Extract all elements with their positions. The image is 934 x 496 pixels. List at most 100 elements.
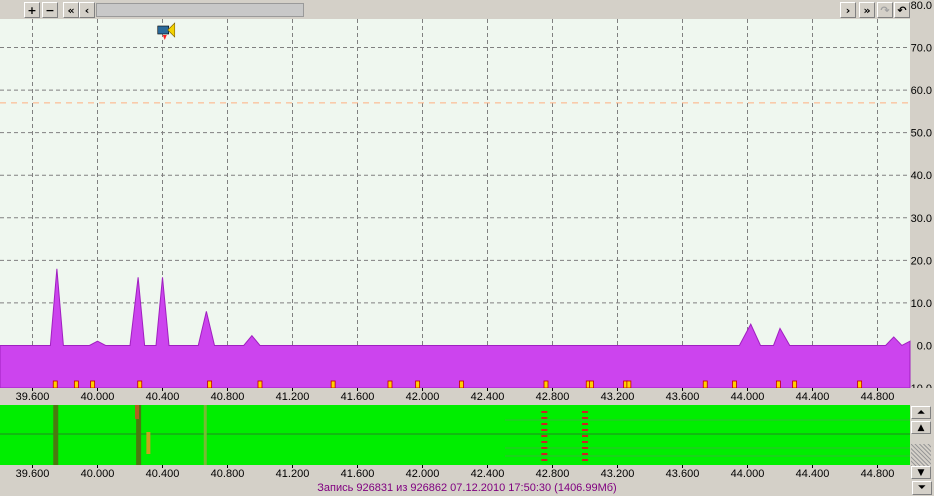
x-tick-label-bottom: 42.000 — [406, 468, 440, 480]
x-tick-label-bottom: 43.600 — [666, 468, 700, 480]
track-red-mark — [582, 417, 588, 419]
y-tick-label: 20.0 — [911, 255, 932, 267]
event-marker — [207, 380, 213, 389]
chevron-left-icon: ‹ — [84, 3, 90, 17]
event-marker — [792, 380, 798, 389]
track-faint-mark — [203, 405, 207, 465]
x-tick-label-bottom: 40.800 — [211, 468, 245, 480]
event-icon — [157, 25, 170, 35]
track-red-mark — [582, 459, 588, 461]
scroll-last-button[interactable]: » — [859, 2, 875, 18]
x-tick-label-bottom: 41.600 — [341, 468, 375, 480]
undo-button[interactable]: ↶ — [894, 2, 910, 18]
redo-button[interactable]: ↷ — [877, 2, 893, 18]
zoom-in-button[interactable]: + — [24, 2, 40, 18]
x-tick-label: 39.600 — [16, 391, 50, 403]
y-tick-label: 0.0 — [917, 340, 932, 352]
track-red-mark — [541, 423, 548, 425]
track-red-mark — [582, 441, 588, 443]
double-chevron-left-icon: « — [67, 3, 75, 17]
x-tick-label: 43.600 — [666, 391, 700, 403]
event-marker — [857, 380, 863, 389]
scroll-down-button[interactable]: ▼ — [911, 466, 931, 479]
event-marker — [415, 380, 421, 389]
event-marker — [626, 380, 632, 389]
x-tick-label-bottom: 43.200 — [601, 468, 635, 480]
status-bar-text: Запись 926831 из 926862 07.12.2010 17:50… — [317, 482, 617, 494]
x-axis-band-top — [0, 388, 934, 404]
series-area — [0, 268, 911, 389]
x-tick-label: 42.000 — [406, 391, 440, 403]
chevron-right-icon: › — [845, 3, 851, 17]
x-tick-label-bottom: 44.000 — [731, 468, 765, 480]
event-marker — [73, 380, 79, 389]
track-red-mark — [541, 429, 548, 431]
x-tick-label: 41.200 — [276, 391, 310, 403]
event-marker — [257, 380, 263, 389]
y-tick-label: 60.0 — [911, 85, 932, 97]
track-red-mark — [541, 447, 548, 449]
track-red-mark — [582, 411, 588, 413]
redo-icon: ↷ — [880, 3, 890, 17]
event-marker — [387, 380, 393, 389]
scroll-track[interactable] — [911, 444, 931, 466]
y-tick-label: 30.0 — [911, 213, 932, 225]
event-marker — [330, 380, 336, 389]
x-tick-label: 42.400 — [471, 391, 505, 403]
event-marker — [589, 380, 594, 389]
zoom-out-button[interactable]: − — [42, 2, 58, 18]
event-pointer-icon — [162, 35, 167, 40]
x-tick-label: 40.400 — [146, 391, 180, 403]
track-vertical-scrollbar[interactable]: ⏶ ▲ ▼ — [910, 404, 934, 481]
x-tick-label: 43.200 — [601, 391, 635, 403]
x-tick-label: 44.400 — [796, 391, 830, 403]
event-marker — [543, 380, 549, 389]
double-chevron-right-icon: » — [863, 3, 871, 17]
x-tick-label: 40.000 — [81, 391, 115, 403]
y-tick-label: 70.0 — [911, 43, 932, 55]
track-red-mark — [541, 435, 548, 437]
x-tick-label: 44.800 — [861, 391, 895, 403]
y-tick-label: 80.0 — [911, 0, 932, 12]
x-tick-label-bottom: 41.200 — [276, 468, 310, 480]
scroll-up-button[interactable]: ▲ — [911, 421, 931, 434]
event-marker — [52, 380, 58, 389]
track-red-mark — [541, 417, 548, 419]
track-small-mark — [135, 405, 139, 419]
speaker-icon — [167, 22, 176, 38]
scroll-prev-button[interactable]: ‹ — [79, 2, 95, 18]
x-tick-label-bottom: 44.400 — [796, 468, 830, 480]
track-dark-mark — [136, 405, 142, 465]
x-tick-label: 44.000 — [731, 391, 765, 403]
x-tick-label-bottom: 42.400 — [471, 468, 505, 480]
track-red-mark — [582, 423, 588, 425]
track-red-mark — [541, 441, 548, 443]
y-tick-label: 10.0 — [911, 298, 932, 310]
x-tick-label-bottom: 40.400 — [146, 468, 180, 480]
plot-background — [0, 19, 910, 388]
scroll-next-button[interactable]: › — [840, 2, 856, 18]
track-red-mark — [582, 453, 588, 455]
event-marker — [732, 380, 737, 389]
x-tick-label-bottom: 42.800 — [536, 468, 570, 480]
x-tick-label-bottom: 40.000 — [81, 468, 115, 480]
horizontal-scrollbar[interactable] — [96, 3, 304, 17]
track-small-mark — [146, 432, 151, 454]
x-tick-label-bottom: 39.600 — [16, 468, 50, 480]
event-marker — [459, 380, 464, 389]
scroll-top-button[interactable]: ⏶ — [911, 406, 931, 419]
x-tick-label-bottom: 44.800 — [861, 468, 895, 480]
event-marker — [702, 380, 708, 389]
scroll-first-button[interactable]: « — [63, 2, 79, 18]
double-chevron-down-icon: ⏷ — [918, 483, 926, 493]
zoom-out-icon: − — [45, 3, 55, 17]
expand-button[interactable]: ⏷ — [912, 481, 932, 495]
chevron-up-icon: ▲ — [917, 422, 925, 433]
event-marker — [90, 380, 96, 389]
undo-icon: ↶ — [897, 3, 907, 17]
x-axis-band-bottom — [0, 465, 910, 481]
event-marker — [775, 380, 781, 389]
event-marker — [137, 380, 143, 389]
